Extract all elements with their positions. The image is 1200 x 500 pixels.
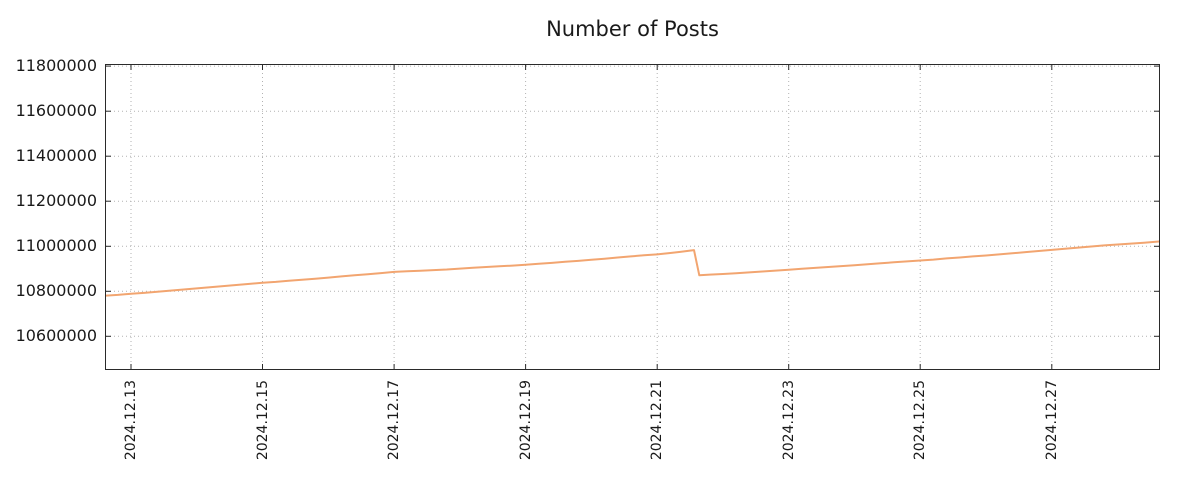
x-tick-label: 2024.12.21 [649,380,666,461]
x-tick-label: 2024.12.23 [780,380,797,461]
y-tick-label: 11800000 [15,56,97,76]
x-tick-label: 2024.12.15 [254,380,271,461]
x-tick-label: 2024.12.13 [122,380,139,461]
y-tick-label: 11000000 [15,236,97,256]
x-tick-label: 2024.12.19 [517,380,534,461]
y-tick-label: 11200000 [15,191,97,211]
y-tick-label: 11400000 [15,146,97,166]
plot-area [105,64,1160,370]
chart-title: Number of Posts [546,17,719,41]
y-tick-label: 10800000 [15,281,97,301]
x-tick-label: 2024.12.27 [1043,380,1060,461]
posts-line [106,240,1159,297]
x-tick-label: 2024.12.25 [912,380,929,461]
line-chart-svg [106,65,1159,369]
y-tick-label: 11600000 [15,101,97,121]
x-tick-label: 2024.12.17 [386,380,403,461]
y-tick-label: 10600000 [15,326,97,346]
